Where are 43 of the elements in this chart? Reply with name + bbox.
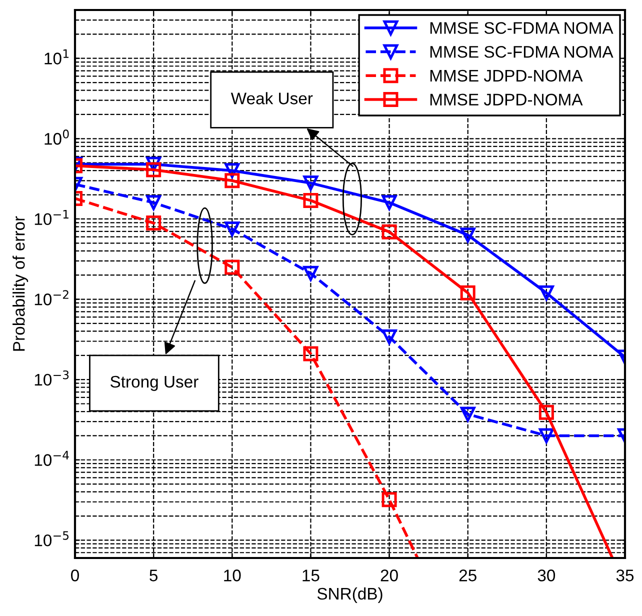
x-tick-label: 0 [71, 570, 79, 582]
x-tick-label: 5 [150, 570, 158, 582]
legend-label: MMSE SC-FDMA NOMA [430, 46, 614, 58]
x-tick-label: 25 [459, 570, 476, 582]
y-tick-label: 10$^{−1}$ [34, 210, 68, 226]
point [460, 228, 476, 243]
legend-label: MMSE JDPD-NOMA [430, 70, 583, 82]
x-tick-label: 35 [616, 570, 634, 582]
y-tick-label: 10$^{−5}$ [34, 531, 69, 546]
legend-label: MMSE SC-FDMA NOMA [430, 22, 614, 34]
point [460, 406, 476, 422]
x-tick-label: 15 [302, 570, 320, 582]
y-tick-label: 10$^{1}$ [44, 49, 69, 64]
point [538, 428, 554, 444]
point [538, 285, 554, 300]
point [382, 195, 397, 210]
point [303, 346, 318, 362]
legend-label: MMSE JDPD-NOMA [430, 94, 583, 106]
x-tick-label: 30 [538, 570, 556, 582]
x-tick-label: 10 [224, 570, 241, 582]
point [224, 260, 240, 275]
point [382, 224, 397, 240]
point [538, 404, 554, 420]
annotation: Strong User [110, 376, 198, 391]
y-tick-label: 10$^{−3}$ [34, 370, 69, 386]
point [303, 192, 318, 208]
y-tick-label: 10$^{−2}$ [34, 290, 68, 306]
point [460, 285, 476, 300]
point [146, 162, 162, 178]
y-tick-label: 10$^{0}$ [44, 130, 69, 145]
point [382, 492, 397, 508]
y-axis-title: Probability of error [12, 216, 28, 351]
point [303, 176, 318, 191]
annotation: Weak User [230, 92, 313, 104]
point [146, 216, 162, 231]
x-axis-title: SNR(dB) [317, 587, 382, 603]
y-tick-label: 10$^{−4}$ [34, 450, 69, 466]
point [146, 195, 162, 210]
point [382, 329, 397, 344]
point [224, 221, 240, 236]
point [303, 266, 318, 281]
x-tick-label: 20 [380, 570, 398, 582]
point [224, 173, 240, 188]
